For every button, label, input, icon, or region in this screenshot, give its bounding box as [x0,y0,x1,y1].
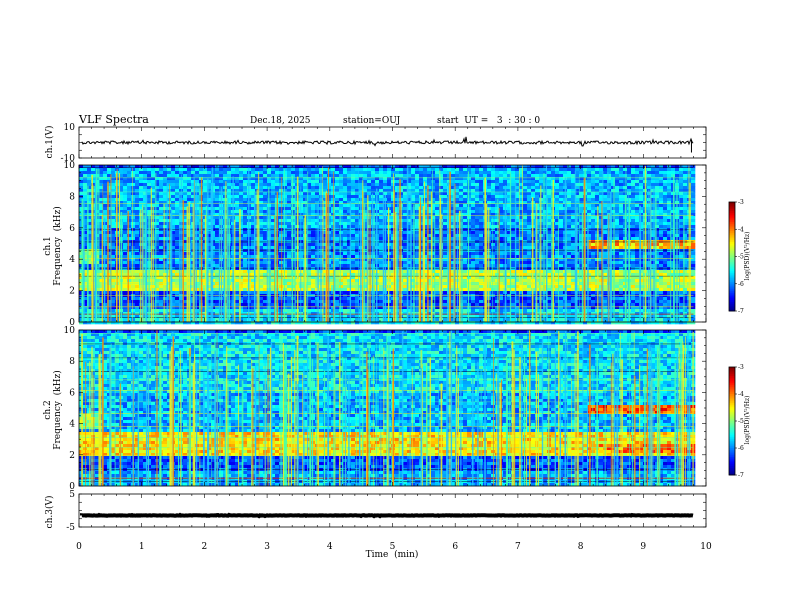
ch3-waveform-ytick-label: 5 [69,490,75,500]
ch2-spectrogram-ytick-label: 2 [69,451,75,461]
ch1-spectrogram-ytick-label: 0 [69,318,75,328]
ch2-spectrogram-ytick-label: 0 [69,482,75,492]
ch1-waveform-panel: 10 -10 [61,123,707,164]
x-tick-label: 0 [76,542,82,552]
x-tick-label: 5 [390,542,396,552]
ch1-colorbar: -3 -4 -5 -6 -7 [728,199,744,315]
ch2-spectrogram-cells [79,330,696,487]
ch1-waveform-ytick-label: -10 [61,154,76,164]
x-tick-label: 2 [202,542,208,552]
x-axis-label: Time (min) [366,549,419,560]
ch1-spectrogram-ytick-label: 4 [69,255,75,265]
ch1-ylabel: ch.1(V) [44,126,55,159]
colorbar-tick-label: -4 [738,391,744,398]
ch2-spectrogram-ytick-label: 6 [69,388,75,398]
ch1-waveform-trace [81,136,694,147]
colorbar-tick-label: -5 [738,254,744,261]
x-tick-label: 7 [515,542,521,552]
ch3-waveform-panel: 5 -5 [66,490,707,533]
x-tick-label: 4 [327,542,333,552]
ch1-spectrogram-ytick-label: 10 [64,161,76,171]
ch1-colorbar-label: log(PSD)(V²/Hz) [744,232,751,281]
colorbar-tick-label: -3 [738,364,744,371]
ch1-spec-ylabel-line2: Frequency (kHz) [52,206,63,285]
header-date: Dec.18, 2025 [250,116,311,126]
ch1-spectrogram-ytick-label: 6 [69,224,75,234]
ch2-spectrogram-ytick-label: 10 [64,326,76,336]
ch3-waveform-ytick-label: -5 [66,523,75,533]
colorbar-tick-label: -6 [738,281,744,288]
ch1-spectrogram-panel: 0 2 4 6 8 10 [64,161,707,328]
ch1-spectrogram-ytick-label: 2 [69,287,75,297]
colorbar-tick-label: -3 [738,199,744,206]
colorbar-tick-label: -7 [738,308,744,315]
x-tick-label: 8 [578,542,584,552]
x-tick-label: 3 [264,542,270,552]
time-axis: 0 1 2 3 4 5 6 7 8 9 10 [76,542,712,552]
header-start-time: start UT = 3 : 30 : 0 [437,116,540,126]
ch2-colorbar-label: log(PSD)(V²/Hz) [744,396,751,445]
x-tick-label: 6 [452,542,458,552]
ch2-spectrogram-panel: 0 2 4 6 8 10 [64,326,707,492]
ch2-spec-ylabel-line2: Frequency (kHz) [52,370,63,449]
ch2-spectrogram-ytick-label: 4 [69,420,75,430]
ch2-spectrogram-ytick-label: 8 [69,357,75,367]
figure-title: VLF Spectra [78,113,149,126]
colorbar-tick-label: -5 [738,418,744,425]
x-tick-label: 10 [700,542,712,552]
x-tick-label: 1 [139,542,145,552]
ch1-spec-ylabel-line1: ch.1 [43,236,53,255]
ch1-spectrogram-cells [79,165,696,325]
x-tick-label: 9 [640,542,646,552]
colorbar-tick-label: -4 [738,226,744,233]
header-station: station=OUJ [343,116,401,126]
ch2-colorbar: -3 -4 -5 -6 -7 [728,364,744,479]
ch3-ylabel: ch.3(V) [44,496,55,529]
ch1-spectrogram-ytick-label: 8 [69,192,75,202]
ch1-waveform-ytick-label: 10 [64,123,76,133]
ch3-waveform-trace [80,512,694,519]
colorbar-tick-label: -6 [738,445,744,452]
colorbar-tick-label: -7 [738,472,744,479]
ch2-spec-ylabel-line1: ch.2 [43,400,53,419]
